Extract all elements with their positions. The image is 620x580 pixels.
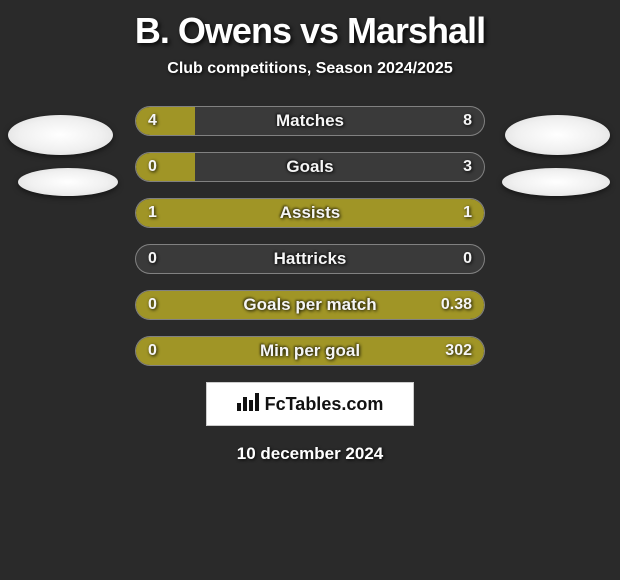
stat-bar-right-fill [310,199,484,227]
stat-row: 0Goals per match0.38 [135,290,485,320]
stat-row: 1Assists1 [135,198,485,228]
comparison-area: 4Matches8 0Goals3 1Assists1 0Hattricks0 0Goa… [0,106,620,366]
chart-icon [237,393,259,416]
stat-bars: 4Matches8 0Goals3 1Assists1 0Hattricks0 0Goa… [135,106,485,366]
stat-row: 4Matches8 [135,106,485,136]
stat-row: 0Goals3 [135,152,485,182]
footer-logo-text: FcTables.com [265,394,384,415]
stat-bar-right-fill [136,291,484,319]
subtitle: Club competitions, Season 2024/2025 [0,60,620,78]
player-left-avatar-1 [8,115,113,155]
stat-value-right: 3 [463,153,472,181]
stat-value-right: 0 [463,245,472,273]
stat-value-left: 0 [148,245,157,273]
player-right-avatar-1 [505,115,610,155]
footer-date: 10 december 2024 [0,444,620,464]
stat-bar-left-fill [136,107,195,135]
stat-row: 0Min per goal302 [135,336,485,366]
stat-bar-right-fill [136,337,484,365]
stats-comparison-card: B. Owens vs Marshall Club competitions, … [0,0,620,464]
player-right-avatar-2 [502,168,610,196]
page-title: B. Owens vs Marshall [0,10,620,52]
stat-label: Hattricks [136,245,484,273]
stat-bar-left-fill [136,153,195,181]
stat-bar-left-fill [136,199,310,227]
stat-value-right: 8 [463,107,472,135]
stat-row: 0Hattricks0 [135,244,485,274]
footer-logo[interactable]: FcTables.com [206,382,414,426]
player-left-avatar-2 [18,168,118,196]
